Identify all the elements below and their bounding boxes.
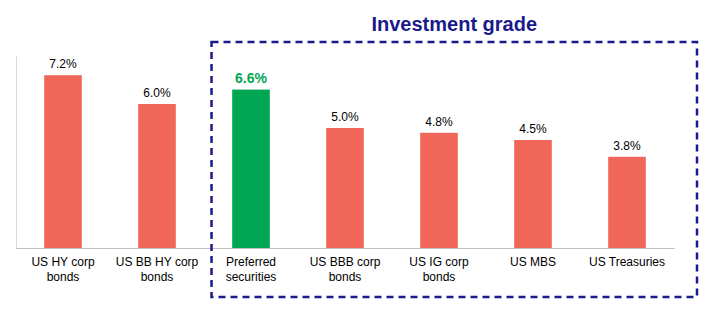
annotation-box	[212, 42, 697, 297]
bars	[44, 75, 646, 248]
data-label: 4.5%	[519, 122, 547, 136]
bar	[420, 133, 458, 248]
data-label: 6.6%	[235, 70, 267, 86]
y-axis-line	[16, 57, 17, 249]
bar	[232, 90, 270, 248]
x-tick-label: US HY corpbonds	[31, 255, 94, 285]
data-label: 7.2%	[49, 57, 77, 71]
x-tick: US IG corpbonds	[409, 248, 469, 284]
x-tick: US Treasuries	[589, 248, 665, 269]
data-label: 4.8%	[425, 115, 453, 129]
x-axis: US HY corpbonds US BB HY corpbonds Preferr…	[17, 248, 675, 284]
x-tick: US HY corpbonds	[31, 248, 94, 284]
x-tick-label: US BBB corpbonds	[310, 255, 381, 285]
x-tick-label: Preferredsecurities	[226, 255, 277, 285]
x-tick: US BB HY corpbonds	[116, 248, 199, 284]
bar	[608, 157, 646, 248]
data-labels: 7.2% 6.0% 6.6% 5.0% 4.8% 4.5% 3.8%	[49, 57, 641, 153]
chart: US HY corpbonds US BB HY corpbonds Preferr…	[0, 0, 715, 328]
annotation-text: Investment grade	[371, 13, 537, 35]
x-tick: US MBS	[510, 248, 556, 269]
data-label: 6.0%	[143, 86, 171, 100]
x-tick: US BBB corpbonds	[310, 248, 381, 284]
x-tick-label: US BB HY corpbonds	[116, 255, 199, 285]
bar	[44, 75, 82, 248]
bar	[138, 104, 176, 248]
annotation: Investment grade	[212, 13, 697, 297]
x-axis-line	[17, 248, 675, 249]
x-tick-label: US MBS	[510, 255, 556, 269]
bar	[326, 128, 364, 248]
x-tick: Preferredsecurities	[226, 248, 277, 284]
bar	[514, 140, 552, 248]
data-label: 3.8%	[613, 139, 641, 153]
x-tick-label: US Treasuries	[589, 255, 665, 269]
x-tick-label: US IG corpbonds	[409, 255, 469, 285]
y-axis	[16, 57, 17, 249]
data-label: 5.0%	[331, 110, 359, 124]
